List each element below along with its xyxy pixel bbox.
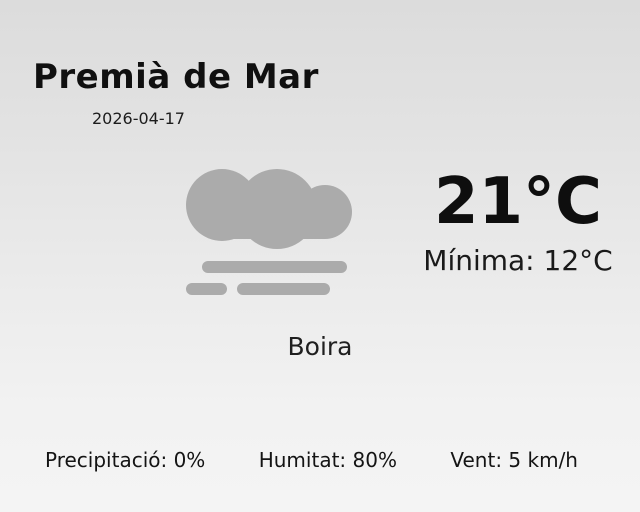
fog-icon xyxy=(186,169,352,295)
fog-line-bottom-right xyxy=(237,283,330,295)
forecast-date: 2026-04-17 xyxy=(92,109,185,128)
fog-line-bottom-left xyxy=(186,283,227,295)
precipitation-metric: Precipitació: 0% xyxy=(45,448,206,472)
fog-line-top xyxy=(202,261,347,273)
wind-metric: Vent: 5 km/h xyxy=(450,448,578,472)
location-title: Premià de Mar xyxy=(33,57,319,97)
current-temperature: 21°C xyxy=(433,165,603,239)
temperature-block: 21°C Mínima: 12°C xyxy=(403,166,633,277)
humidity-metric: Humitat: 80% xyxy=(258,448,397,472)
condition-label: Boira xyxy=(287,332,353,361)
metrics-row: Precipitació: 0% Humitat: 80% Vent: 5 km… xyxy=(0,448,640,472)
minimum-temperature: Mínima: 12°C xyxy=(423,244,613,277)
fog-cloud-base xyxy=(222,207,325,239)
